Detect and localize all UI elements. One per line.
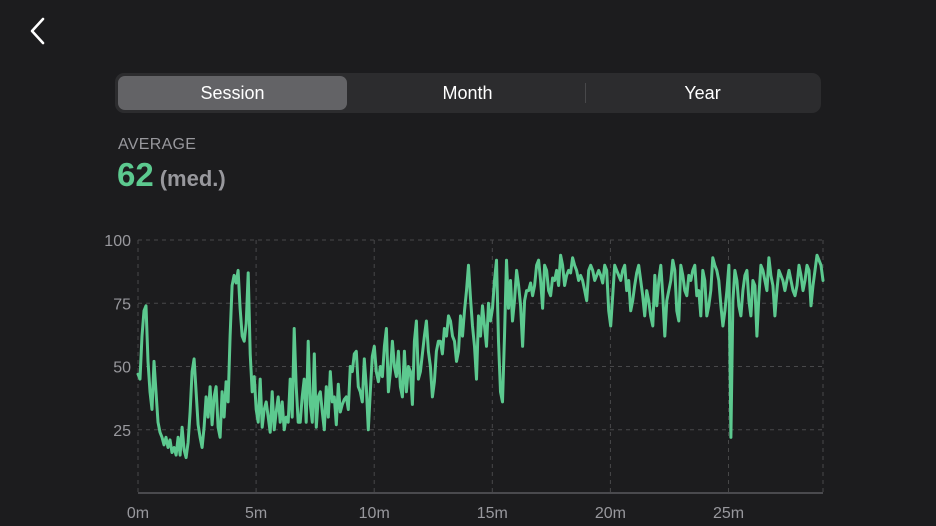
average-unit: (med.)	[159, 166, 226, 191]
segment-month[interactable]: Month	[442, 82, 493, 103]
average-readout: 62 (med.)	[117, 156, 226, 194]
segment-year[interactable]: Year	[684, 82, 721, 103]
segment-session[interactable]: Session	[118, 76, 347, 110]
y-tick-label: 100	[104, 233, 131, 250]
x-tick-label: 15m	[477, 505, 508, 522]
x-tick-label: 20m	[595, 505, 626, 522]
x-tick-label: 5m	[245, 505, 267, 522]
series-line	[136, 253, 825, 460]
x-tick-label: 10m	[359, 505, 390, 522]
x-tick-label: 0m	[127, 505, 149, 522]
back-button[interactable]	[22, 14, 54, 48]
chevron-left-icon	[30, 17, 45, 45]
x-tick-label: 25m	[713, 505, 744, 522]
segment-divider	[585, 83, 586, 103]
y-tick-label: 50	[113, 360, 131, 377]
y-tick-label: 25	[113, 423, 131, 440]
period-segmented-control: Session Month Year	[115, 73, 821, 113]
y-tick-label: 75	[113, 296, 131, 313]
average-value: 62	[117, 156, 154, 193]
average-label: AVERAGE	[118, 136, 197, 153]
